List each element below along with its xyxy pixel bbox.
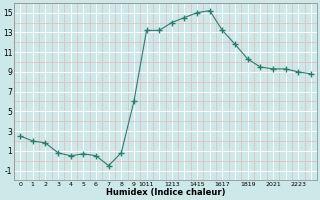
X-axis label: Humidex (Indice chaleur): Humidex (Indice chaleur) [106,188,225,197]
